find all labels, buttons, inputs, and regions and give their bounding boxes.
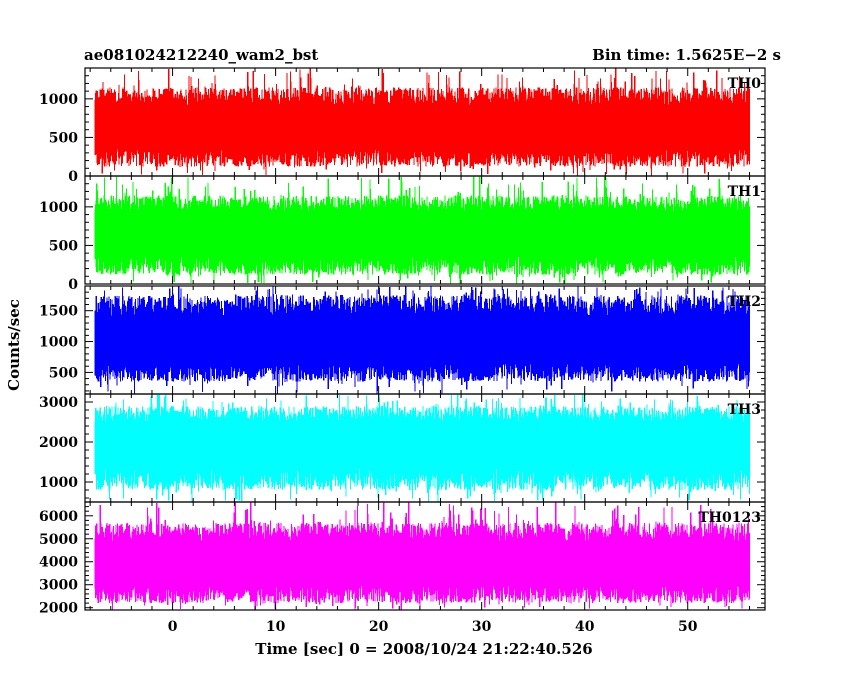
panel-th3: 1000 2000 3000 TH3	[39, 393, 766, 503]
series-label-th3: TH3	[728, 402, 761, 418]
series-trace-th0	[94, 68, 751, 176]
series-label-th2: TH2	[728, 294, 761, 310]
y-tick-label: 5000	[39, 532, 78, 548]
panel-th0: 0 500 1000 TH0	[39, 67, 766, 185]
x-tick-label: 50	[678, 619, 698, 635]
panel-th1: 0 500 1000 TH1	[39, 175, 766, 293]
series-trace-th2	[94, 286, 751, 394]
y-tick-label: 1000	[39, 475, 78, 491]
series-trace-th1	[94, 176, 751, 284]
y-tick-label: 500	[49, 238, 78, 254]
x-tick-label: 40	[575, 619, 595, 635]
series-label-th0123: TH0123	[698, 510, 761, 526]
y-tick-label: 1500	[39, 304, 78, 320]
panels-layer: 05001000TH005001000TH150010001500TH21000…	[39, 67, 766, 635]
y-tick-label: 6000	[39, 509, 78, 525]
series-trace-th3	[94, 394, 751, 502]
panel-th2: 500 1000 1500 TH2	[39, 285, 766, 395]
y-tick-label: 1000	[39, 335, 78, 351]
x-axis-label: Time [sec] 0 = 2008/10/24 21:22:40.526	[255, 640, 592, 658]
y-tick-label: 1000	[39, 92, 78, 108]
series-label-th1: TH1	[728, 184, 761, 200]
y-tick-label: 3000	[39, 578, 78, 594]
y-tick-label: 2000	[39, 435, 78, 451]
x-tick-label: 10	[266, 619, 286, 635]
y-tick-label: 4000	[39, 555, 78, 571]
x-tick-label: 30	[472, 619, 492, 635]
panel-frame	[84, 501, 766, 611]
x-tick-label: 0	[168, 619, 178, 635]
y-tick-label: 500	[49, 130, 78, 146]
series-trace-th0123	[94, 502, 751, 610]
y-tick-label: 3000	[39, 395, 78, 411]
y-axis-label: Counts/sec	[5, 299, 23, 391]
figure-title: ae081024212240_wam2_bst	[84, 46, 318, 64]
y-tick-label: 0	[68, 169, 78, 185]
bin-time-label: Bin time: 1.5625E−2 s	[592, 46, 781, 64]
y-tick-label: 1000	[39, 200, 78, 216]
series-label-th0: TH0	[728, 76, 762, 92]
panel-th0123: 2000 3000 4000 5000 6000 TH0123	[39, 501, 766, 617]
y-tick-label: 0	[68, 277, 78, 293]
x-tick-label: 20	[369, 619, 389, 635]
y-tick-label: 2000	[39, 601, 78, 617]
y-tick-label: 500	[49, 365, 78, 381]
